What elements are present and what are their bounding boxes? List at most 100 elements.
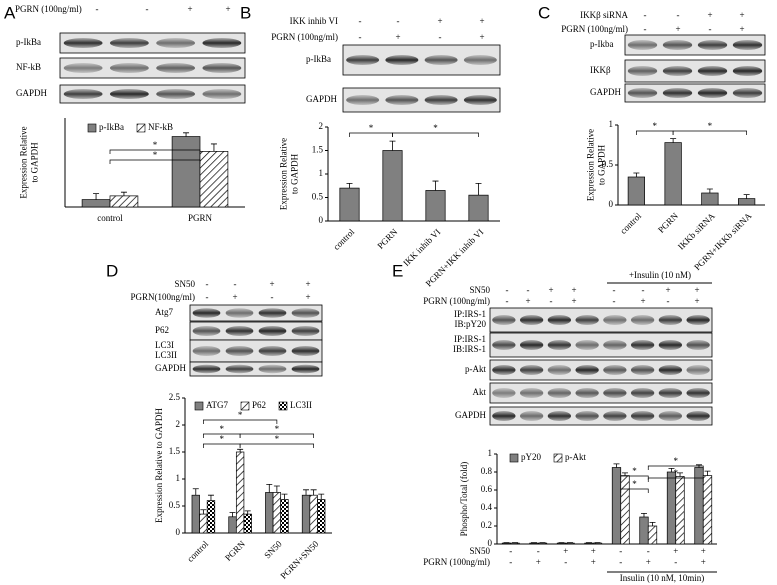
treatment-sign: - xyxy=(509,557,512,567)
bar xyxy=(171,136,201,208)
treatment-sign: - xyxy=(146,4,149,14)
band-label: GAPDH xyxy=(306,94,338,104)
treatment-sign: + xyxy=(701,557,706,567)
bar xyxy=(235,451,245,534)
treatment-sign: + xyxy=(640,296,645,306)
y-tick-label: 2.5 xyxy=(169,392,181,402)
y-tick-label: 1 xyxy=(176,473,181,483)
band-label: IP:IRS-1 xyxy=(454,309,486,319)
legend-swatch xyxy=(278,401,288,411)
blot-band xyxy=(547,365,572,375)
bar xyxy=(537,542,548,545)
band-label: p-IkBa xyxy=(16,37,41,47)
blot-band xyxy=(156,63,196,73)
blot-band xyxy=(463,55,497,65)
blot-band xyxy=(225,308,254,318)
x-tick-label: control xyxy=(185,538,210,563)
bar xyxy=(109,195,139,208)
band-label: IP:IRS-1 xyxy=(454,334,486,344)
y-tick-label: 2 xyxy=(176,419,181,429)
error-bar xyxy=(677,472,684,477)
blot-band xyxy=(258,364,287,374)
blot-band xyxy=(492,388,516,398)
treatment-sign: - xyxy=(506,285,509,295)
blot-band xyxy=(575,388,599,398)
error-bar xyxy=(668,468,675,472)
significance-bracket xyxy=(620,488,649,493)
blot-band xyxy=(630,388,655,398)
treatment-sign: + xyxy=(305,279,310,289)
treatment-sign: + xyxy=(225,4,230,14)
treatment-sign: - xyxy=(506,296,509,306)
y-tick-label: 0.8 xyxy=(481,466,493,476)
blot-band xyxy=(519,388,544,398)
insulin-group-label: Insulin (10 nM, 10min) xyxy=(620,573,705,583)
significance-star: * xyxy=(153,140,158,150)
error-bar xyxy=(237,448,244,452)
blot-band xyxy=(603,340,627,350)
blot-band xyxy=(202,38,242,48)
significance-bracket xyxy=(349,132,393,137)
treatment-sign: - xyxy=(234,279,237,289)
insulin-header: +Insulin (10 nM) xyxy=(629,270,691,280)
bar xyxy=(243,513,252,534)
bar xyxy=(309,494,318,534)
error-bar xyxy=(649,522,656,526)
blot-box xyxy=(624,34,766,56)
treatment-sign: - xyxy=(206,292,209,302)
significance-star: * xyxy=(220,434,225,444)
blot-band xyxy=(547,411,572,421)
x-tick-label: control xyxy=(97,213,123,223)
treatment-sign: + xyxy=(673,546,678,556)
significance-bracket xyxy=(109,159,201,164)
x-tick-label: SN50 xyxy=(262,538,284,560)
blot-band xyxy=(258,326,287,336)
treatment-sign: - xyxy=(619,557,622,567)
significance-bracket xyxy=(203,443,241,448)
significance-star: * xyxy=(632,479,637,489)
bar xyxy=(339,187,360,222)
bar xyxy=(199,151,229,208)
blot-band xyxy=(225,346,254,356)
blot-band xyxy=(658,340,683,350)
treatment-sign: + xyxy=(665,285,670,295)
blot-band xyxy=(658,365,683,375)
bar xyxy=(675,476,685,545)
blot-band xyxy=(732,40,763,50)
significance-bracket xyxy=(203,419,278,424)
treatment-sign: + xyxy=(536,557,541,567)
y-tick-label: 0.6 xyxy=(481,484,493,494)
band-label: NF-kB xyxy=(16,62,41,72)
band-label: LC3II xyxy=(155,350,177,360)
bar xyxy=(317,499,326,534)
treatment-sign: - xyxy=(527,285,530,295)
x-tick-label: PGRN xyxy=(375,226,399,250)
treatment-label: PGRN (100ng/ml) xyxy=(423,557,490,567)
blot-band xyxy=(492,411,516,421)
blot-band xyxy=(732,66,763,76)
error-bar xyxy=(389,140,396,151)
treatment-sign: + xyxy=(591,546,596,556)
significance-bracket xyxy=(239,443,314,448)
blot-band xyxy=(627,66,658,76)
error-bar xyxy=(229,512,236,517)
significance-star: * xyxy=(653,121,658,131)
y-axis-label: Phospho/Total (fold) xyxy=(459,462,469,537)
blot-box xyxy=(489,359,713,381)
y-tick-label: 0 xyxy=(488,538,493,548)
bar xyxy=(702,475,713,545)
y-tick-label: 0 xyxy=(176,527,181,537)
treatment-sign: - xyxy=(644,24,647,34)
blot-box xyxy=(189,304,323,322)
legend-label: ATG7 xyxy=(206,400,228,410)
y-tick-label: 0 xyxy=(609,199,614,209)
y-axis-label: Expression Relative xyxy=(19,126,29,198)
treatment-sign: + xyxy=(675,24,680,34)
error-bar xyxy=(183,132,190,137)
blot-band xyxy=(346,95,380,105)
blot-band xyxy=(697,66,728,76)
y-tick-label: 0.5 xyxy=(602,159,614,169)
treatment-sign: - xyxy=(537,546,540,556)
significance-star: * xyxy=(275,434,280,444)
error-bar xyxy=(244,510,251,515)
